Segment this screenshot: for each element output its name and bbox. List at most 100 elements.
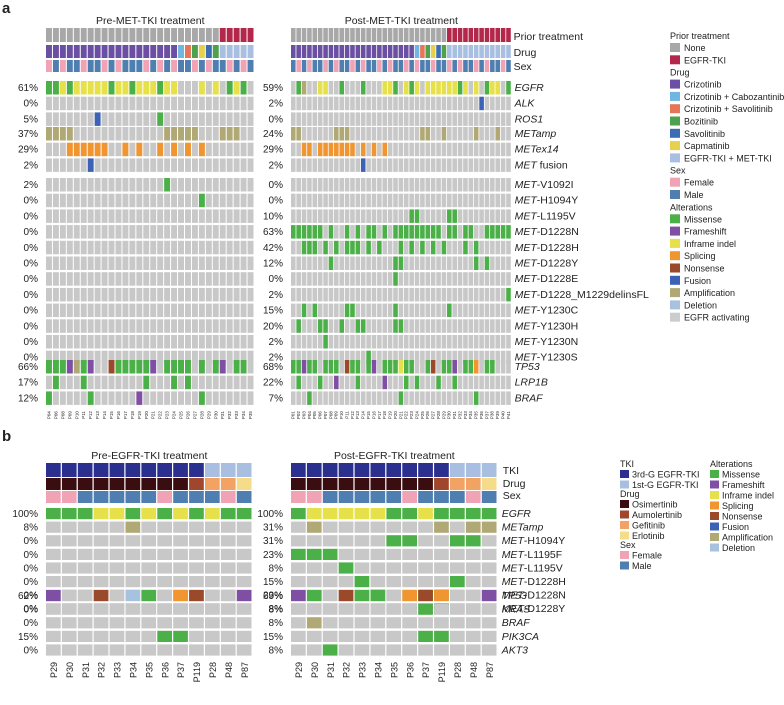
legend-alteration-label: Nonsense <box>722 512 763 522</box>
empty-cell <box>157 521 172 533</box>
empty-cell <box>500 193 506 208</box>
alteration-cell <box>334 127 339 141</box>
empty-cell <box>323 127 328 141</box>
empty-cell <box>366 127 371 141</box>
gene-name: AKT3 <box>501 644 528 656</box>
empty-cell <box>490 193 495 208</box>
empty-cell <box>398 158 404 172</box>
sample-id: P27 <box>431 411 436 420</box>
gene-name: MET-D1228N <box>515 226 579 238</box>
empty-cell <box>386 576 402 588</box>
empty-cell <box>301 335 307 349</box>
empty-cell <box>205 360 212 374</box>
alteration-cell <box>143 81 150 95</box>
alteration-cell <box>301 303 307 318</box>
post-percentage: 31% <box>263 523 283 534</box>
gene-name: MET-Y1230N <box>515 336 579 348</box>
empty-cell <box>173 521 188 533</box>
empty-cell <box>452 272 457 286</box>
empty-cell <box>108 112 115 126</box>
empty-cell <box>301 375 307 390</box>
empty-cell <box>191 209 198 223</box>
empty-cell <box>247 335 254 349</box>
prior-treatment-cell <box>247 28 254 42</box>
sample-id: P21 <box>151 411 156 420</box>
empty-cell <box>143 256 150 270</box>
empty-cell <box>479 287 484 302</box>
empty-cell <box>393 335 398 349</box>
tki-cell <box>157 463 172 477</box>
alteration-cell <box>350 303 355 318</box>
empty-cell <box>323 193 328 208</box>
empty-cell <box>495 319 501 333</box>
empty-cell <box>150 350 157 365</box>
empty-cell <box>355 256 361 270</box>
legend-alteration-swatch <box>710 470 719 478</box>
legend-drug-swatch <box>620 521 629 529</box>
legend-prior-swatch <box>670 55 680 65</box>
empty-cell <box>94 240 101 255</box>
empty-cell <box>403 127 409 141</box>
empty-cell <box>490 272 495 286</box>
empty-cell <box>122 178 129 192</box>
empty-cell <box>178 193 184 208</box>
empty-cell <box>150 375 157 390</box>
empty-cell <box>425 391 431 405</box>
alteration-cell <box>366 225 371 239</box>
empty-cell <box>468 178 474 192</box>
empty-cell <box>240 375 247 390</box>
empty-cell <box>506 391 511 405</box>
post-percentage: 8% <box>269 604 284 615</box>
post-percentage: 8% <box>269 645 284 656</box>
sample-id: P35 <box>144 662 154 678</box>
empty-cell <box>430 142 436 157</box>
empty-cell <box>52 319 59 333</box>
empty-cell <box>366 193 371 208</box>
sex-cell <box>468 60 474 72</box>
sex-cell <box>191 60 198 72</box>
empty-cell <box>66 319 73 333</box>
prior-treatment-cell <box>350 28 355 42</box>
empty-cell <box>219 240 226 255</box>
empty-cell <box>198 225 205 239</box>
sample-id: P36 <box>479 411 484 420</box>
empty-cell <box>87 256 94 270</box>
drug-cell <box>236 478 252 490</box>
empty-cell <box>80 193 87 208</box>
empty-cell <box>178 209 184 223</box>
empty-cell <box>129 375 136 390</box>
alteration-cell <box>339 127 344 141</box>
empty-cell <box>377 287 382 302</box>
empty-cell <box>191 375 198 390</box>
empty-cell <box>436 142 441 157</box>
post-percentage: 29% <box>263 145 283 156</box>
empty-cell <box>164 391 171 405</box>
empty-cell <box>101 256 108 270</box>
empty-cell <box>291 644 306 656</box>
empty-cell <box>398 272 404 286</box>
drug-cell <box>323 45 328 58</box>
empty-cell <box>178 142 184 157</box>
alteration-cell <box>307 360 312 374</box>
empty-cell <box>339 240 344 255</box>
drug-cell <box>317 45 323 58</box>
empty-cell <box>490 112 495 126</box>
gene-name: MET-D1228E <box>515 273 579 285</box>
empty-cell <box>447 350 452 365</box>
alteration-cell <box>481 521 497 533</box>
sex-cell <box>322 491 338 503</box>
empty-cell <box>436 303 441 318</box>
empty-cell <box>371 158 377 172</box>
empty-cell <box>414 112 420 126</box>
empty-cell <box>164 240 171 255</box>
empty-cell <box>219 112 226 126</box>
empty-cell <box>386 521 402 533</box>
sex-cell <box>434 491 449 503</box>
sex-cell <box>122 60 129 72</box>
drug-cell <box>73 45 80 58</box>
legend-sex-swatch <box>620 551 629 559</box>
empty-cell <box>191 391 198 405</box>
empty-cell <box>317 178 323 192</box>
legend-drug-swatch <box>670 153 680 163</box>
empty-cell <box>312 335 318 349</box>
